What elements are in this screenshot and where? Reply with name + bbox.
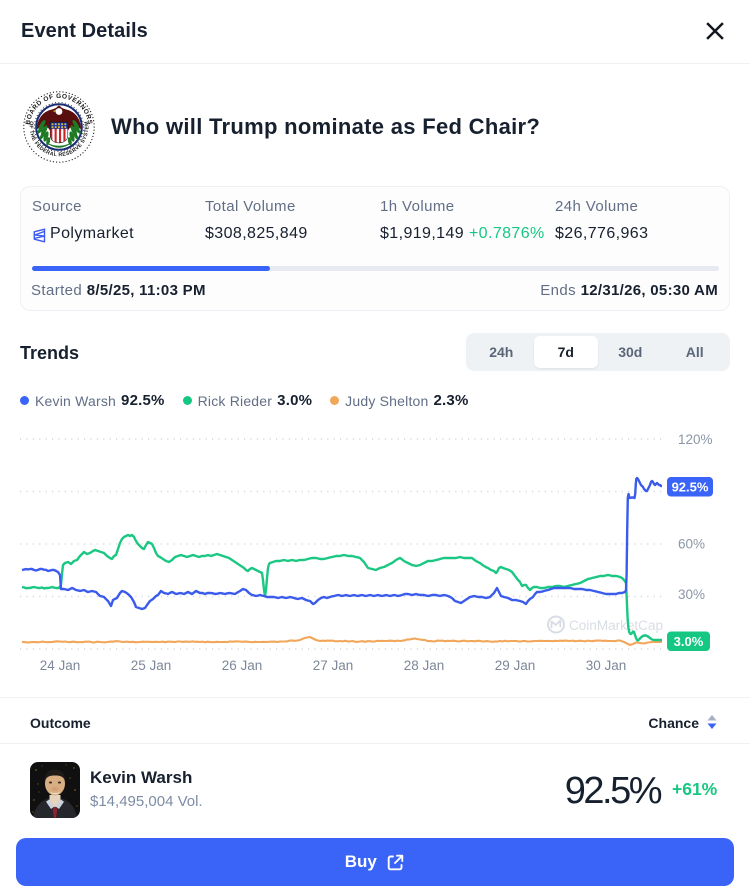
- svg-text:25 Jan: 25 Jan: [131, 658, 172, 673]
- svg-text:29 Jan: 29 Jan: [495, 658, 536, 673]
- svg-text:27 Jan: 27 Jan: [313, 658, 354, 673]
- svg-text:CoinMarketCap: CoinMarketCap: [569, 618, 663, 634]
- svg-text:120%: 120%: [678, 432, 713, 447]
- svg-text:3.0%: 3.0%: [674, 634, 704, 649]
- svg-text:28 Jan: 28 Jan: [404, 658, 445, 673]
- svg-text:30%: 30%: [678, 587, 705, 602]
- svg-text:30 Jan: 30 Jan: [586, 658, 627, 673]
- svg-text:24 Jan: 24 Jan: [40, 658, 81, 673]
- svg-text:60%: 60%: [678, 537, 705, 552]
- svg-text:26 Jan: 26 Jan: [222, 658, 263, 673]
- svg-text:92.5%: 92.5%: [672, 480, 709, 495]
